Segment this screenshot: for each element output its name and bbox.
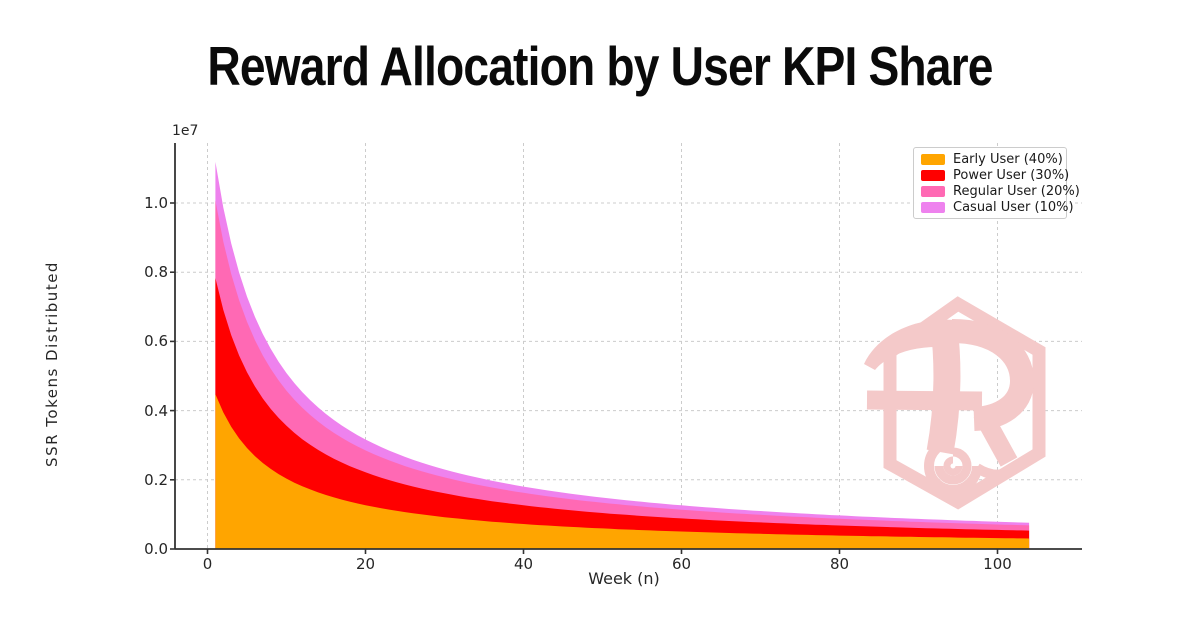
legend-swatch — [921, 169, 945, 181]
x-tick-label: 0 — [202, 555, 213, 573]
watermark-swirl-inner — [934, 447, 972, 485]
y-tick-label: 0.8 — [144, 263, 168, 282]
y-tick-label: 0.4 — [144, 401, 168, 420]
brand-hexagon-r-logo-watermark — [864, 296, 1046, 510]
x-axis-title: Week (n) — [588, 569, 660, 588]
x-tick-label: 40 — [513, 555, 534, 573]
legend-label: Power User (30%) — [953, 167, 1070, 183]
legend-swatch — [921, 201, 945, 213]
y-tick-label: 1.0 — [144, 194, 168, 212]
legend-item: Casual User (10%) — [921, 200, 1074, 215]
watermark-swirl-center — [943, 456, 963, 476]
chart-title: Reward Allocation by User KPI Share — [207, 35, 993, 97]
y-axis-offset-label: 1e7 — [172, 123, 199, 139]
x-tick-label: 60 — [671, 555, 692, 573]
legend: Early User (40%) Power User (30%) Regular … — [913, 147, 1080, 219]
y-tick-label: 0.6 — [144, 332, 168, 351]
area-layer-early-user-40- — [215, 394, 1030, 549]
legend-item: Regular User (20%) — [921, 184, 1080, 199]
watermark-cloud-wave — [974, 463, 1017, 480]
legend-item: Early User (40%) — [921, 152, 1066, 167]
legend-swatch — [921, 153, 945, 165]
gridlines — [175, 143, 1082, 550]
axes-spines-ticks — [170, 143, 1082, 554]
legend-label: Casual User (10%) — [953, 199, 1074, 215]
area-series — [215, 161, 1030, 549]
x-tick-label: 80 — [829, 555, 850, 573]
watermark-r-stem — [926, 324, 961, 455]
watermark-swirl-outer — [924, 437, 982, 495]
watermark-r-crossbar — [866, 390, 983, 411]
legend-item: Power User (30%) — [921, 167, 1070, 183]
y-axis-title: SSR Tokens Distributed — [43, 261, 61, 467]
legend-label: Early User (40%) — [953, 151, 1063, 167]
y-tick-label: 0.2 — [144, 470, 168, 489]
legend-swatch — [921, 185, 945, 197]
x-tick-label: 100 — [983, 555, 1012, 573]
legend-label: Regular User (20%) — [953, 183, 1080, 199]
watermark-r-leg — [973, 408, 1018, 467]
watermark-r-bowl — [951, 319, 1035, 431]
x-tick-label: 20 — [355, 555, 376, 573]
y-tick-label: 0.0 — [144, 540, 168, 558]
